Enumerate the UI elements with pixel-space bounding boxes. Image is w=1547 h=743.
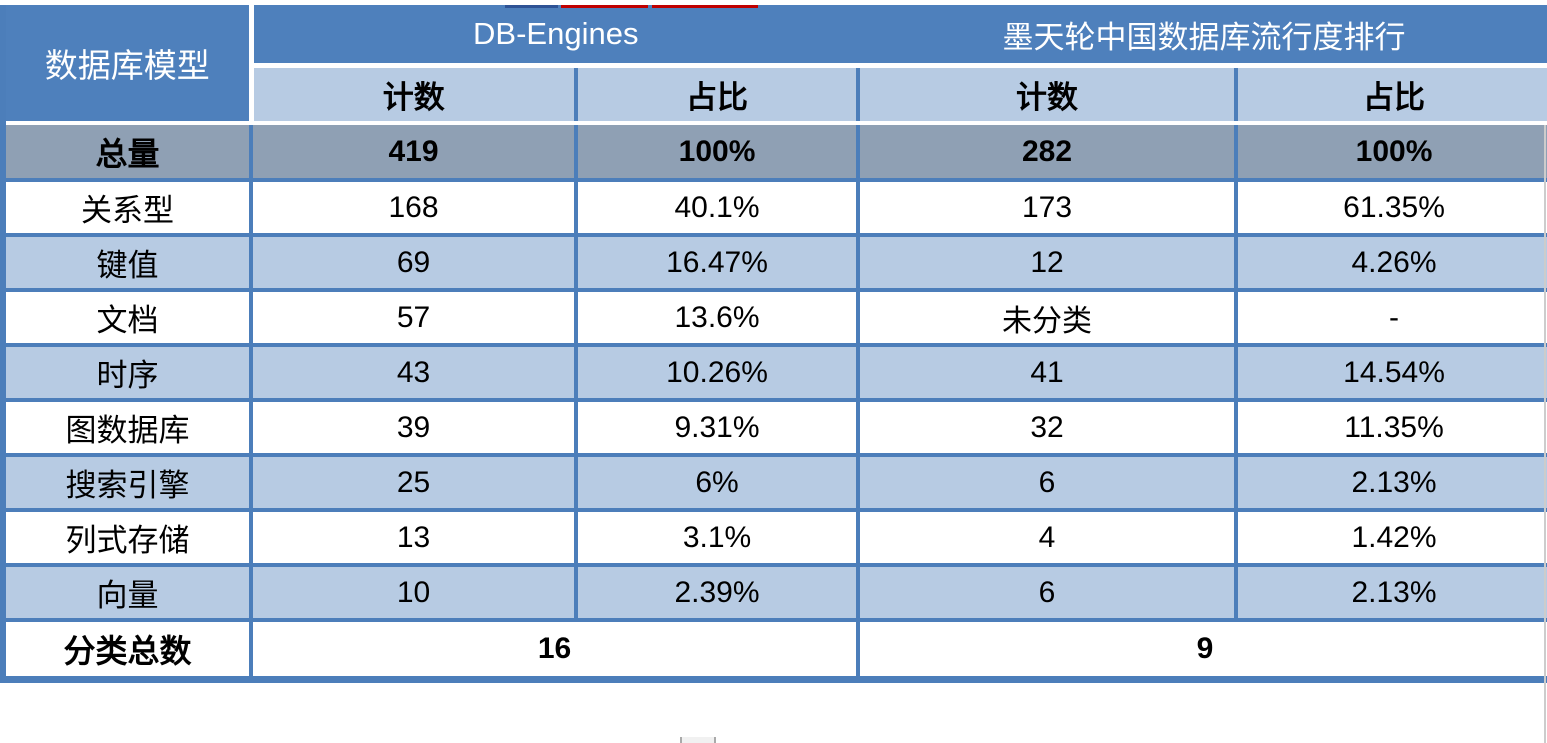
table-cell: 10 xyxy=(249,565,576,622)
header-sub-row: 计数 占比 计数 占比 xyxy=(3,65,1547,125)
table-row: 搜索引擎 25 6% 6 2.13% xyxy=(3,455,1547,512)
table-cell: 25 xyxy=(249,455,576,512)
group-header-modb: 墨天轮中国数据库流行度排行 xyxy=(858,5,1547,68)
table-cell: 57 xyxy=(249,290,576,347)
table-row: 图数据库 39 9.31% 32 11.35% xyxy=(3,400,1547,457)
table-cell: 6 xyxy=(856,455,1237,512)
table-cell: 41 xyxy=(856,345,1237,402)
row-label: 关系型 xyxy=(3,180,251,237)
table-cell-db-engines-category-total: 16 xyxy=(248,620,859,680)
table-cell: 100% xyxy=(1234,123,1547,182)
row-label: 键值 xyxy=(3,235,251,292)
table-cell: 9.31% xyxy=(573,400,859,457)
table-row: 时序 43 10.26% 41 14.54% xyxy=(3,345,1547,402)
row-label: 总量 xyxy=(3,123,251,182)
table-row: 键值 69 16.47% 12 4.26% xyxy=(3,235,1547,292)
table-cell: - xyxy=(1234,290,1547,347)
table-cell: 39 xyxy=(249,400,576,457)
table-cell: 168 xyxy=(249,180,576,237)
table-row-total: 总量 419 100% 282 100% xyxy=(3,123,1547,182)
table-cell: 32 xyxy=(856,400,1237,457)
table-cell: 6 xyxy=(856,565,1237,622)
column-header-count: 计数 xyxy=(856,65,1237,125)
table-cell: 3.1% xyxy=(573,510,859,567)
table-cell: 16.47% xyxy=(573,235,859,292)
table-row: 列式存储 13 3.1% 4 1.42% xyxy=(3,510,1547,567)
table-cell: 4 xyxy=(856,510,1237,567)
cropped-text-artifact-red xyxy=(561,5,648,8)
row-label: 搜索引擎 xyxy=(3,455,251,512)
table-cell: 13 xyxy=(249,510,576,567)
table-cell: 10.26% xyxy=(573,345,859,402)
table-cell: 40.1% xyxy=(573,180,859,237)
row-label: 向量 xyxy=(3,565,251,622)
table-cell: 2.39% xyxy=(573,565,859,622)
table-cell: 1.42% xyxy=(1234,510,1547,567)
table-row-category-totals: 分类总数 16 9 xyxy=(3,620,1547,680)
table-cell-modb-category-total: 9 xyxy=(856,620,1547,680)
window-edge-line xyxy=(1544,125,1546,743)
column-header-share: 占比 xyxy=(1234,65,1547,125)
table-cell: 173 xyxy=(856,180,1237,237)
table-cell: 61.35% xyxy=(1234,180,1547,237)
table-cell: 419 xyxy=(249,123,576,182)
table-cell: 12 xyxy=(856,235,1237,292)
table-cell: 43 xyxy=(249,345,576,402)
row-label: 文档 xyxy=(3,290,251,347)
table-cell: 2.13% xyxy=(1234,565,1547,622)
row-label: 图数据库 xyxy=(3,400,251,457)
row-label: 分类总数 xyxy=(3,620,251,680)
table-cell: 100% xyxy=(573,123,859,182)
table-row: 向量 10 2.39% 6 2.13% xyxy=(3,565,1547,622)
column-header-share: 占比 xyxy=(573,65,859,125)
table-cell: 6% xyxy=(573,455,859,512)
table-cell: 282 xyxy=(856,123,1237,182)
corner-header: 数据库模型 xyxy=(3,5,254,125)
table-cell: 未分类 xyxy=(856,290,1237,347)
table-row: 关系型 168 40.1% 173 61.35% xyxy=(3,180,1547,237)
table-cell: 13.6% xyxy=(573,290,859,347)
table-cell: 2.13% xyxy=(1234,455,1547,512)
cropped-text-artifact-red xyxy=(652,5,758,8)
cropped-text-artifact-navy xyxy=(505,5,558,8)
table-cell: 14.54% xyxy=(1234,345,1547,402)
table-cell: 4.26% xyxy=(1234,235,1547,292)
table-cell: 69 xyxy=(249,235,576,292)
database-model-comparison-table: 数据库模型 DB-Engines 墨天轮中国数据库流行度排行 计数 占比 计数 … xyxy=(0,5,1547,683)
table-cell: 11.35% xyxy=(1234,400,1547,457)
table-row: 文档 57 13.6% 未分类 - xyxy=(3,290,1547,347)
row-label: 时序 xyxy=(3,345,251,402)
group-header-db-engines: DB-Engines xyxy=(251,5,859,68)
row-label: 列式存储 xyxy=(3,510,251,567)
header-group-row: 数据库模型 DB-Engines 墨天轮中国数据库流行度排行 xyxy=(3,5,1547,125)
column-header-count: 计数 xyxy=(251,65,576,125)
